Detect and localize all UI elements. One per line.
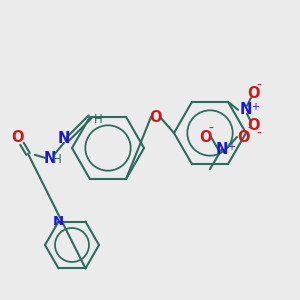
Text: O: O	[12, 130, 24, 145]
Text: N: N	[58, 131, 70, 146]
Text: -: -	[208, 122, 213, 136]
Text: -: -	[248, 122, 252, 136]
Text: N: N	[216, 142, 228, 157]
Text: O: O	[247, 118, 259, 133]
Text: N: N	[240, 102, 252, 117]
Text: -: -	[256, 79, 261, 93]
Text: O: O	[247, 86, 259, 101]
Text: O: O	[149, 110, 161, 124]
Text: O: O	[199, 130, 211, 145]
Text: H: H	[52, 153, 62, 166]
Text: +: +	[251, 102, 259, 112]
Text: +: +	[227, 142, 235, 152]
Text: N: N	[53, 215, 64, 228]
Text: -: -	[256, 127, 261, 141]
Text: H: H	[94, 113, 102, 126]
Text: O: O	[238, 130, 250, 145]
Text: N: N	[44, 151, 56, 166]
